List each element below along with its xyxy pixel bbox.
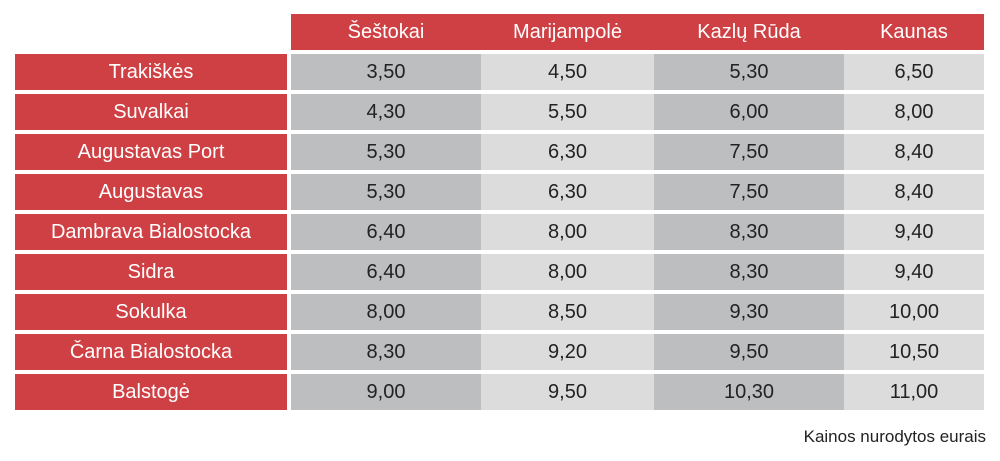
price-cell: 5,30 [291, 134, 481, 170]
price-cell: 9,50 [654, 334, 844, 370]
column-header-marijampole: Marijampolė [481, 14, 654, 50]
row-header: Dambrava Bialostocka [15, 214, 291, 250]
price-cell: 9,00 [291, 374, 481, 410]
row-header: Augustavas Port [15, 134, 291, 170]
price-cell: 4,30 [291, 94, 481, 130]
price-cell: 9,50 [481, 374, 654, 410]
table-body: Trakiškės 3,50 4,50 5,30 6,50 Suvalkai 4,30 5,5… [15, 54, 984, 410]
table-row: Suvalkai 4,30 5,50 6,00 8,00 [15, 94, 984, 130]
corner-cell [15, 14, 291, 50]
row-header: Sokulka [15, 294, 291, 330]
price-cell: 5,30 [291, 174, 481, 210]
price-cell: 7,50 [654, 174, 844, 210]
price-cell: 6,30 [481, 174, 654, 210]
price-cell: 8,50 [481, 294, 654, 330]
price-cell: 8,30 [654, 254, 844, 290]
price-cell: 8,30 [654, 214, 844, 250]
price-cell: 6,40 [291, 214, 481, 250]
price-cell: 6,30 [481, 134, 654, 170]
table-row: Čarna Bialostocka 8,30 9,20 9,50 10,50 [15, 334, 984, 370]
column-header-sestokai: Šeštokai [291, 14, 481, 50]
table-row: Augustavas 5,30 6,30 7,50 8,40 [15, 174, 984, 210]
table-row: Augustavas Port 5,30 6,30 7,50 8,40 [15, 134, 984, 170]
price-cell: 9,40 [844, 254, 984, 290]
price-cell: 6,40 [291, 254, 481, 290]
price-cell: 6,00 [654, 94, 844, 130]
price-cell: 6,50 [844, 54, 984, 90]
price-cell: 10,50 [844, 334, 984, 370]
price-cell: 8,40 [844, 134, 984, 170]
price-cell: 9,30 [654, 294, 844, 330]
price-cell: 3,50 [291, 54, 481, 90]
price-cell: 5,50 [481, 94, 654, 130]
price-cell: 4,50 [481, 54, 654, 90]
table-row: Dambrava Bialostocka 6,40 8,00 8,30 9,40 [15, 214, 984, 250]
row-header: Trakiškės [15, 54, 291, 90]
price-cell: 11,00 [844, 374, 984, 410]
column-header-kaunas: Kaunas [844, 14, 984, 50]
price-cell: 8,00 [481, 254, 654, 290]
price-cell: 9,20 [481, 334, 654, 370]
price-cell: 8,40 [844, 174, 984, 210]
price-cell: 8,00 [844, 94, 984, 130]
price-cell: 5,30 [654, 54, 844, 90]
row-header: Augustavas [15, 174, 291, 210]
row-header: Čarna Bialostocka [15, 334, 291, 370]
row-header: Balstogė [15, 374, 291, 410]
price-cell: 10,00 [844, 294, 984, 330]
header-row: Šeštokai Marijampolė Kazlų Rūda Kaunas [15, 14, 984, 50]
price-cell: 8,00 [481, 214, 654, 250]
price-cell: 9,40 [844, 214, 984, 250]
footnote: Kainos nurodytos eurais [803, 427, 986, 446]
row-header: Suvalkai [15, 94, 291, 130]
table-row: Trakiškės 3,50 4,50 5,30 6,50 [15, 54, 984, 90]
table-row: Balstogė 9,00 9,50 10,30 11,00 [15, 374, 984, 410]
price-cell: 8,00 [291, 294, 481, 330]
price-cell: 8,30 [291, 334, 481, 370]
table-row: Sokulka 8,00 8,50 9,30 10,00 [15, 294, 984, 330]
table-row: Sidra 6,40 8,00 8,30 9,40 [15, 254, 984, 290]
row-header: Sidra [15, 254, 291, 290]
price-table: Šeštokai Marijampolė Kazlų Rūda Kaunas T… [15, 10, 984, 414]
price-cell: 7,50 [654, 134, 844, 170]
price-cell: 10,30 [654, 374, 844, 410]
column-header-kazlu-ruda: Kazlų Rūda [654, 14, 844, 50]
